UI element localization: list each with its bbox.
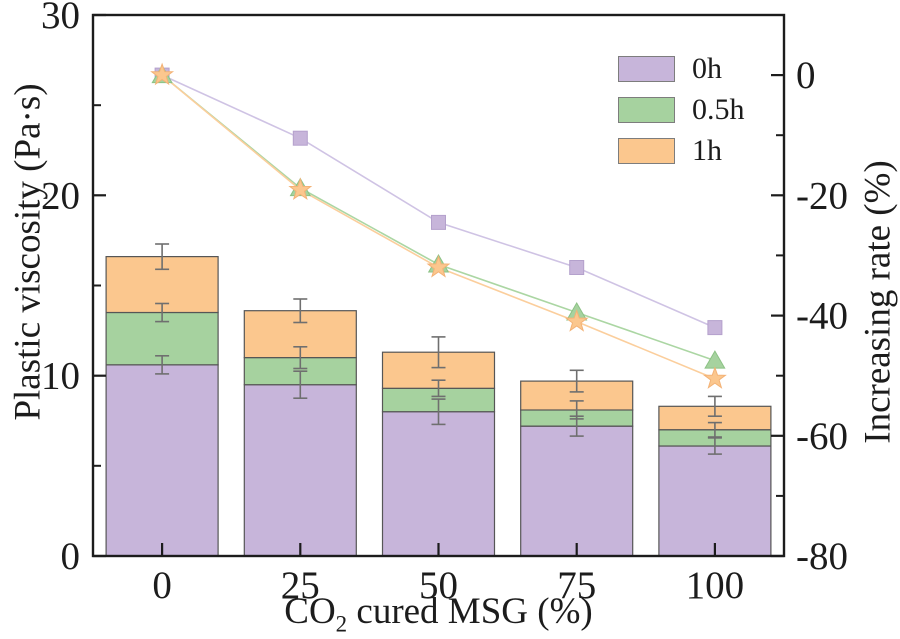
bar-segment xyxy=(520,425,634,557)
bar-segment xyxy=(105,364,219,557)
legend-swatch-1h xyxy=(618,137,675,164)
bar-segment xyxy=(658,445,772,557)
star-marker xyxy=(288,177,313,201)
right-axis-title: Increasing rate (%) xyxy=(857,160,899,444)
tick-labels: 0 10 20 30 0 -20 -40 -60 -80 0 25 50 75 100 xyxy=(41,0,848,607)
error-bars xyxy=(155,243,722,455)
right-tick-label: -80 xyxy=(796,535,848,578)
star-marker xyxy=(564,309,589,332)
square-marker xyxy=(569,260,585,275)
legend-item-label: 1h xyxy=(692,133,722,167)
x-tick-label: 100 xyxy=(686,564,745,607)
star-marker xyxy=(702,366,727,389)
right-tick-label: -60 xyxy=(796,415,848,458)
line-series xyxy=(150,62,727,389)
x-axis-title-prefix: CO xyxy=(284,591,336,632)
x-axis-title: CO2 cured MSG (%) xyxy=(93,591,784,635)
right-tick-label: 0 xyxy=(796,54,816,97)
left-tick-label: 0 xyxy=(61,535,81,578)
star-marker xyxy=(150,62,175,86)
left-axis-title: Plastic viscosity (Pa·s) xyxy=(7,83,49,421)
x-tick-label: 50 xyxy=(419,564,458,607)
legend-item-label: 0h xyxy=(692,51,722,85)
legend-item-1h: 1h xyxy=(618,133,745,167)
legend-swatch-0h xyxy=(618,55,675,82)
x-tick-label: 25 xyxy=(281,564,320,607)
legend-item-0h: 0h xyxy=(618,51,745,85)
left-tick-label: 10 xyxy=(41,355,80,398)
legend-swatch-0.5h xyxy=(618,96,675,123)
axes-frame xyxy=(91,13,786,558)
bar-segment xyxy=(243,384,357,557)
star-marker xyxy=(426,254,451,278)
legend: 0h 0.5h 1h xyxy=(618,51,745,167)
legend-item-label: 0.5h xyxy=(692,92,745,126)
square-marker xyxy=(431,214,446,230)
triangle-marker xyxy=(704,350,726,369)
x-tick-label: 75 xyxy=(557,564,596,607)
x-tick-label: 0 xyxy=(152,564,172,607)
star-markers-1h xyxy=(150,62,727,389)
x-axis-title-subscript: 2 xyxy=(335,611,348,637)
square-marker xyxy=(292,130,308,146)
left-tick-label: 30 xyxy=(41,0,80,37)
x-axis-title-suffix: cured MSG (%) xyxy=(347,591,593,632)
right-tick-label: -40 xyxy=(796,295,848,338)
left-tick-label: 20 xyxy=(41,174,80,217)
legend-item-0.5h: 0.5h xyxy=(618,92,745,126)
right-tick-label: -20 xyxy=(796,174,848,217)
square-marker xyxy=(707,320,723,336)
bar-segment xyxy=(381,411,496,557)
